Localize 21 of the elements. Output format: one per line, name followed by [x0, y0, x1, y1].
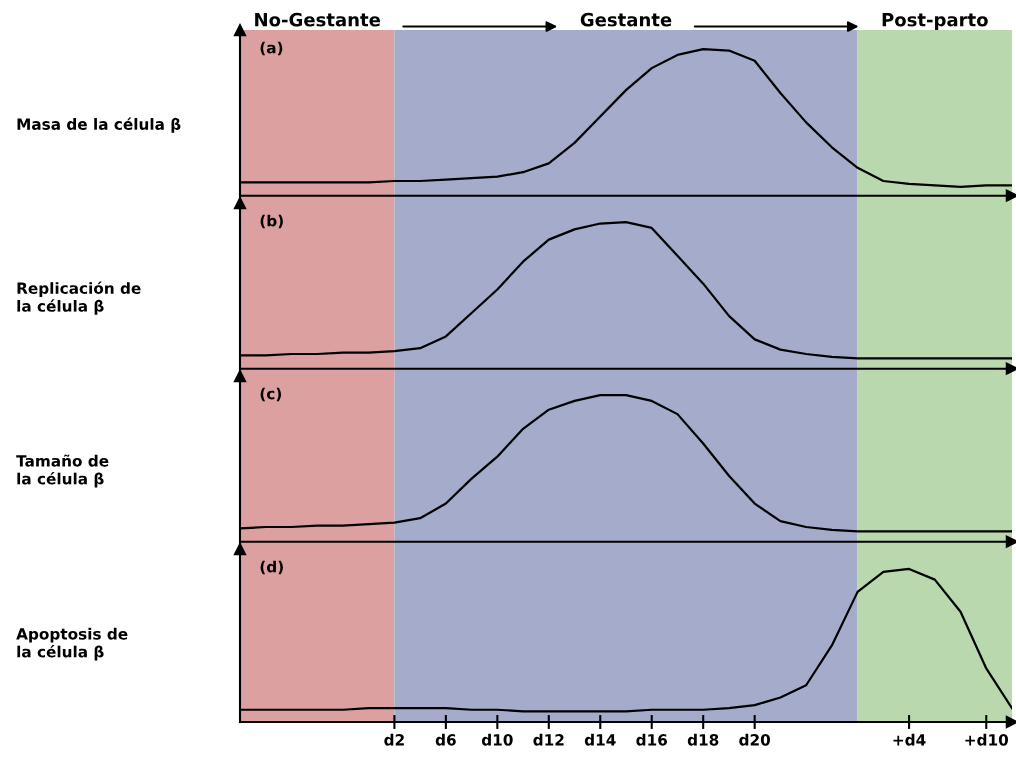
x-tick-label: d6: [435, 733, 456, 746]
x-tick-label: d12: [533, 733, 564, 746]
x-tick-label: +d4: [893, 733, 926, 746]
chart-title: (d): [260, 560, 283, 575]
x-tick-label: +d10: [965, 733, 1009, 746]
x-tick-label: d14: [584, 733, 616, 746]
y-axis-title: Tamaño de la célula β: [16, 454, 109, 488]
y-axis-title: Apoptosis de la célula β: [16, 627, 128, 661]
y-axis-title: Masa de la célula β: [17, 117, 181, 133]
x-tick-label: d2: [384, 733, 404, 746]
x-tick-label: d18: [687, 733, 719, 746]
x-tick-label: d20: [739, 733, 771, 746]
chart-title: (c): [260, 387, 282, 402]
chart-title: (a): [260, 41, 283, 56]
x-tick-label: d10: [481, 733, 513, 746]
text: Post-parto: [882, 13, 988, 30]
y-axis-title: Replicación de la célula β: [17, 281, 141, 315]
chart-title: (b): [260, 214, 283, 229]
text: Gestante: [580, 12, 672, 27]
x-tick-label: d16: [636, 733, 668, 746]
text: No-Gestante: [255, 12, 381, 27]
